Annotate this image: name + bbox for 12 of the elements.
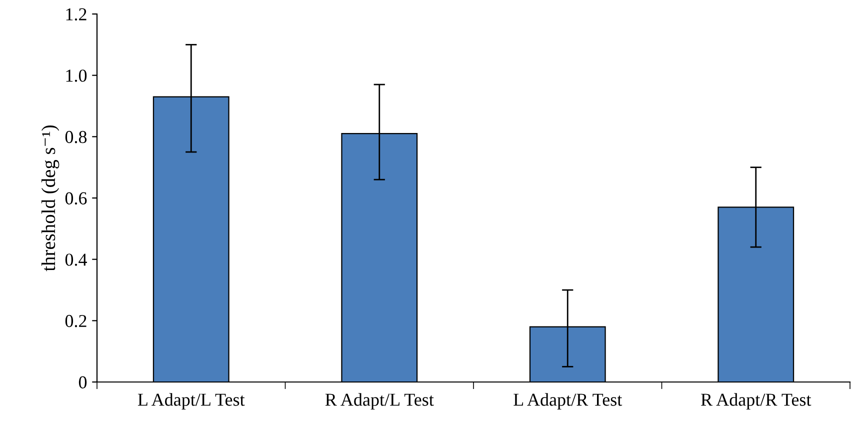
- y-tick-label: 0: [78, 376, 87, 388]
- y-axis-title: threshold (deg s⁻¹): [41, 125, 60, 272]
- y-tick-label: 0.8: [65, 130, 87, 144]
- y-tick-label: 0.6: [65, 192, 87, 205]
- y-tick-label: 0.4: [65, 254, 87, 266]
- x-tick-label: L Adapt/L Test: [138, 393, 245, 410]
- y-tick-label: 0.2: [65, 314, 86, 328]
- y-tick-label: 1.0: [66, 70, 87, 82]
- x-tick-label: R Adapt/L Test: [325, 393, 434, 410]
- y-tick-label: 1.2: [66, 8, 86, 21]
- x-tick-label: R Adapt/R Test: [701, 393, 812, 410]
- x-tick-label: L Adapt/R Test: [514, 393, 622, 410]
